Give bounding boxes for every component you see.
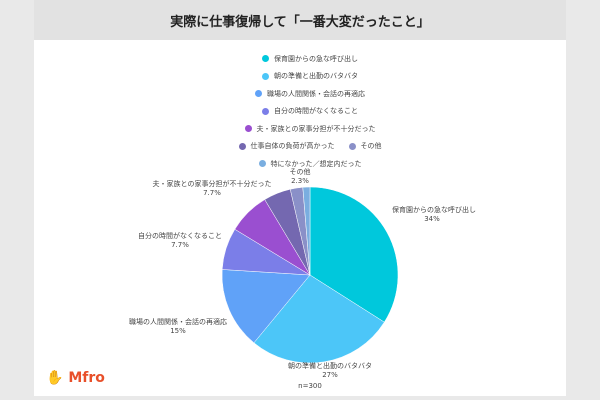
logo-text: Mfro [68, 370, 105, 386]
legend-swatch [262, 55, 269, 63]
legend-label: 仕事自体の負荷が高かった [250, 142, 335, 151]
pie-slice [302, 186, 311, 276]
legend-label: 保育園からの急な呼び出し [274, 54, 358, 63]
legend: 保育園からの急な呼び出し 朝の準備と出勤のバタバタ 職場の人間関係・会話の再適応… [200, 50, 420, 173]
legend-item: 特になかった／想定内だった [258, 159, 362, 169]
pie-slice [221, 269, 311, 344]
legend-item: 仕事自体の負荷が高かった [238, 141, 335, 151]
slice-label: 保育園からの急な呼び出し [392, 205, 476, 214]
legend-item: 夫・家族との家事分担が不十分だった [244, 124, 376, 134]
data-label: 7.7% [171, 241, 189, 249]
data-label: 27% [322, 371, 338, 379]
data-label: 34% [424, 215, 440, 223]
legend-swatch [255, 90, 262, 98]
legend-swatch [348, 142, 356, 150]
slice-label: 自分の時間がなくなること [138, 231, 222, 240]
data-label: 2.3% [291, 177, 309, 185]
slice-label: 職場の人間関係・会話の再適応 [129, 317, 227, 326]
slice-label: 夫・家族との家事分担が不十分だった [153, 179, 272, 188]
legend-swatch [258, 160, 266, 168]
sample-size-note: n=300 [298, 382, 322, 390]
legend-swatch [238, 142, 246, 150]
legend-item: 保育園からの急な呼び出し [262, 54, 358, 64]
logo: ✋ Mfro [46, 370, 105, 386]
legend-label: その他 [360, 142, 382, 151]
legend-item: 自分の時間がなくなること [262, 106, 358, 116]
slice-label: その他 [290, 167, 311, 176]
legend-item: その他 [348, 141, 382, 151]
slice-label: 朝の準備と出勤のバタバタ [288, 361, 372, 370]
pie-slice [309, 186, 399, 323]
legend-label: 特になかった／想定内だった [270, 159, 362, 168]
legend-label: 職場の人間関係・会話の再適応 [267, 89, 365, 98]
chart-title: 実際に仕事復帰して「一番大変だったこと」 [34, 0, 566, 40]
legend-item: 職場の人間関係・会話の再適応 [255, 89, 365, 99]
legend-label: 夫・家族との家事分担が不十分だった [256, 124, 376, 133]
data-label: 7.7% [203, 189, 221, 197]
legend-item: 朝の準備と出勤のバタバタ [262, 71, 358, 81]
legend-label: 朝の準備と出勤のバタバタ [274, 72, 358, 81]
data-label: 15% [170, 327, 186, 335]
pie-slice [253, 274, 385, 364]
legend-swatch [244, 125, 252, 133]
legend-swatch [262, 72, 269, 80]
legend-label: 自分の時間がなくなること [274, 107, 358, 116]
legend-swatch [262, 107, 269, 115]
